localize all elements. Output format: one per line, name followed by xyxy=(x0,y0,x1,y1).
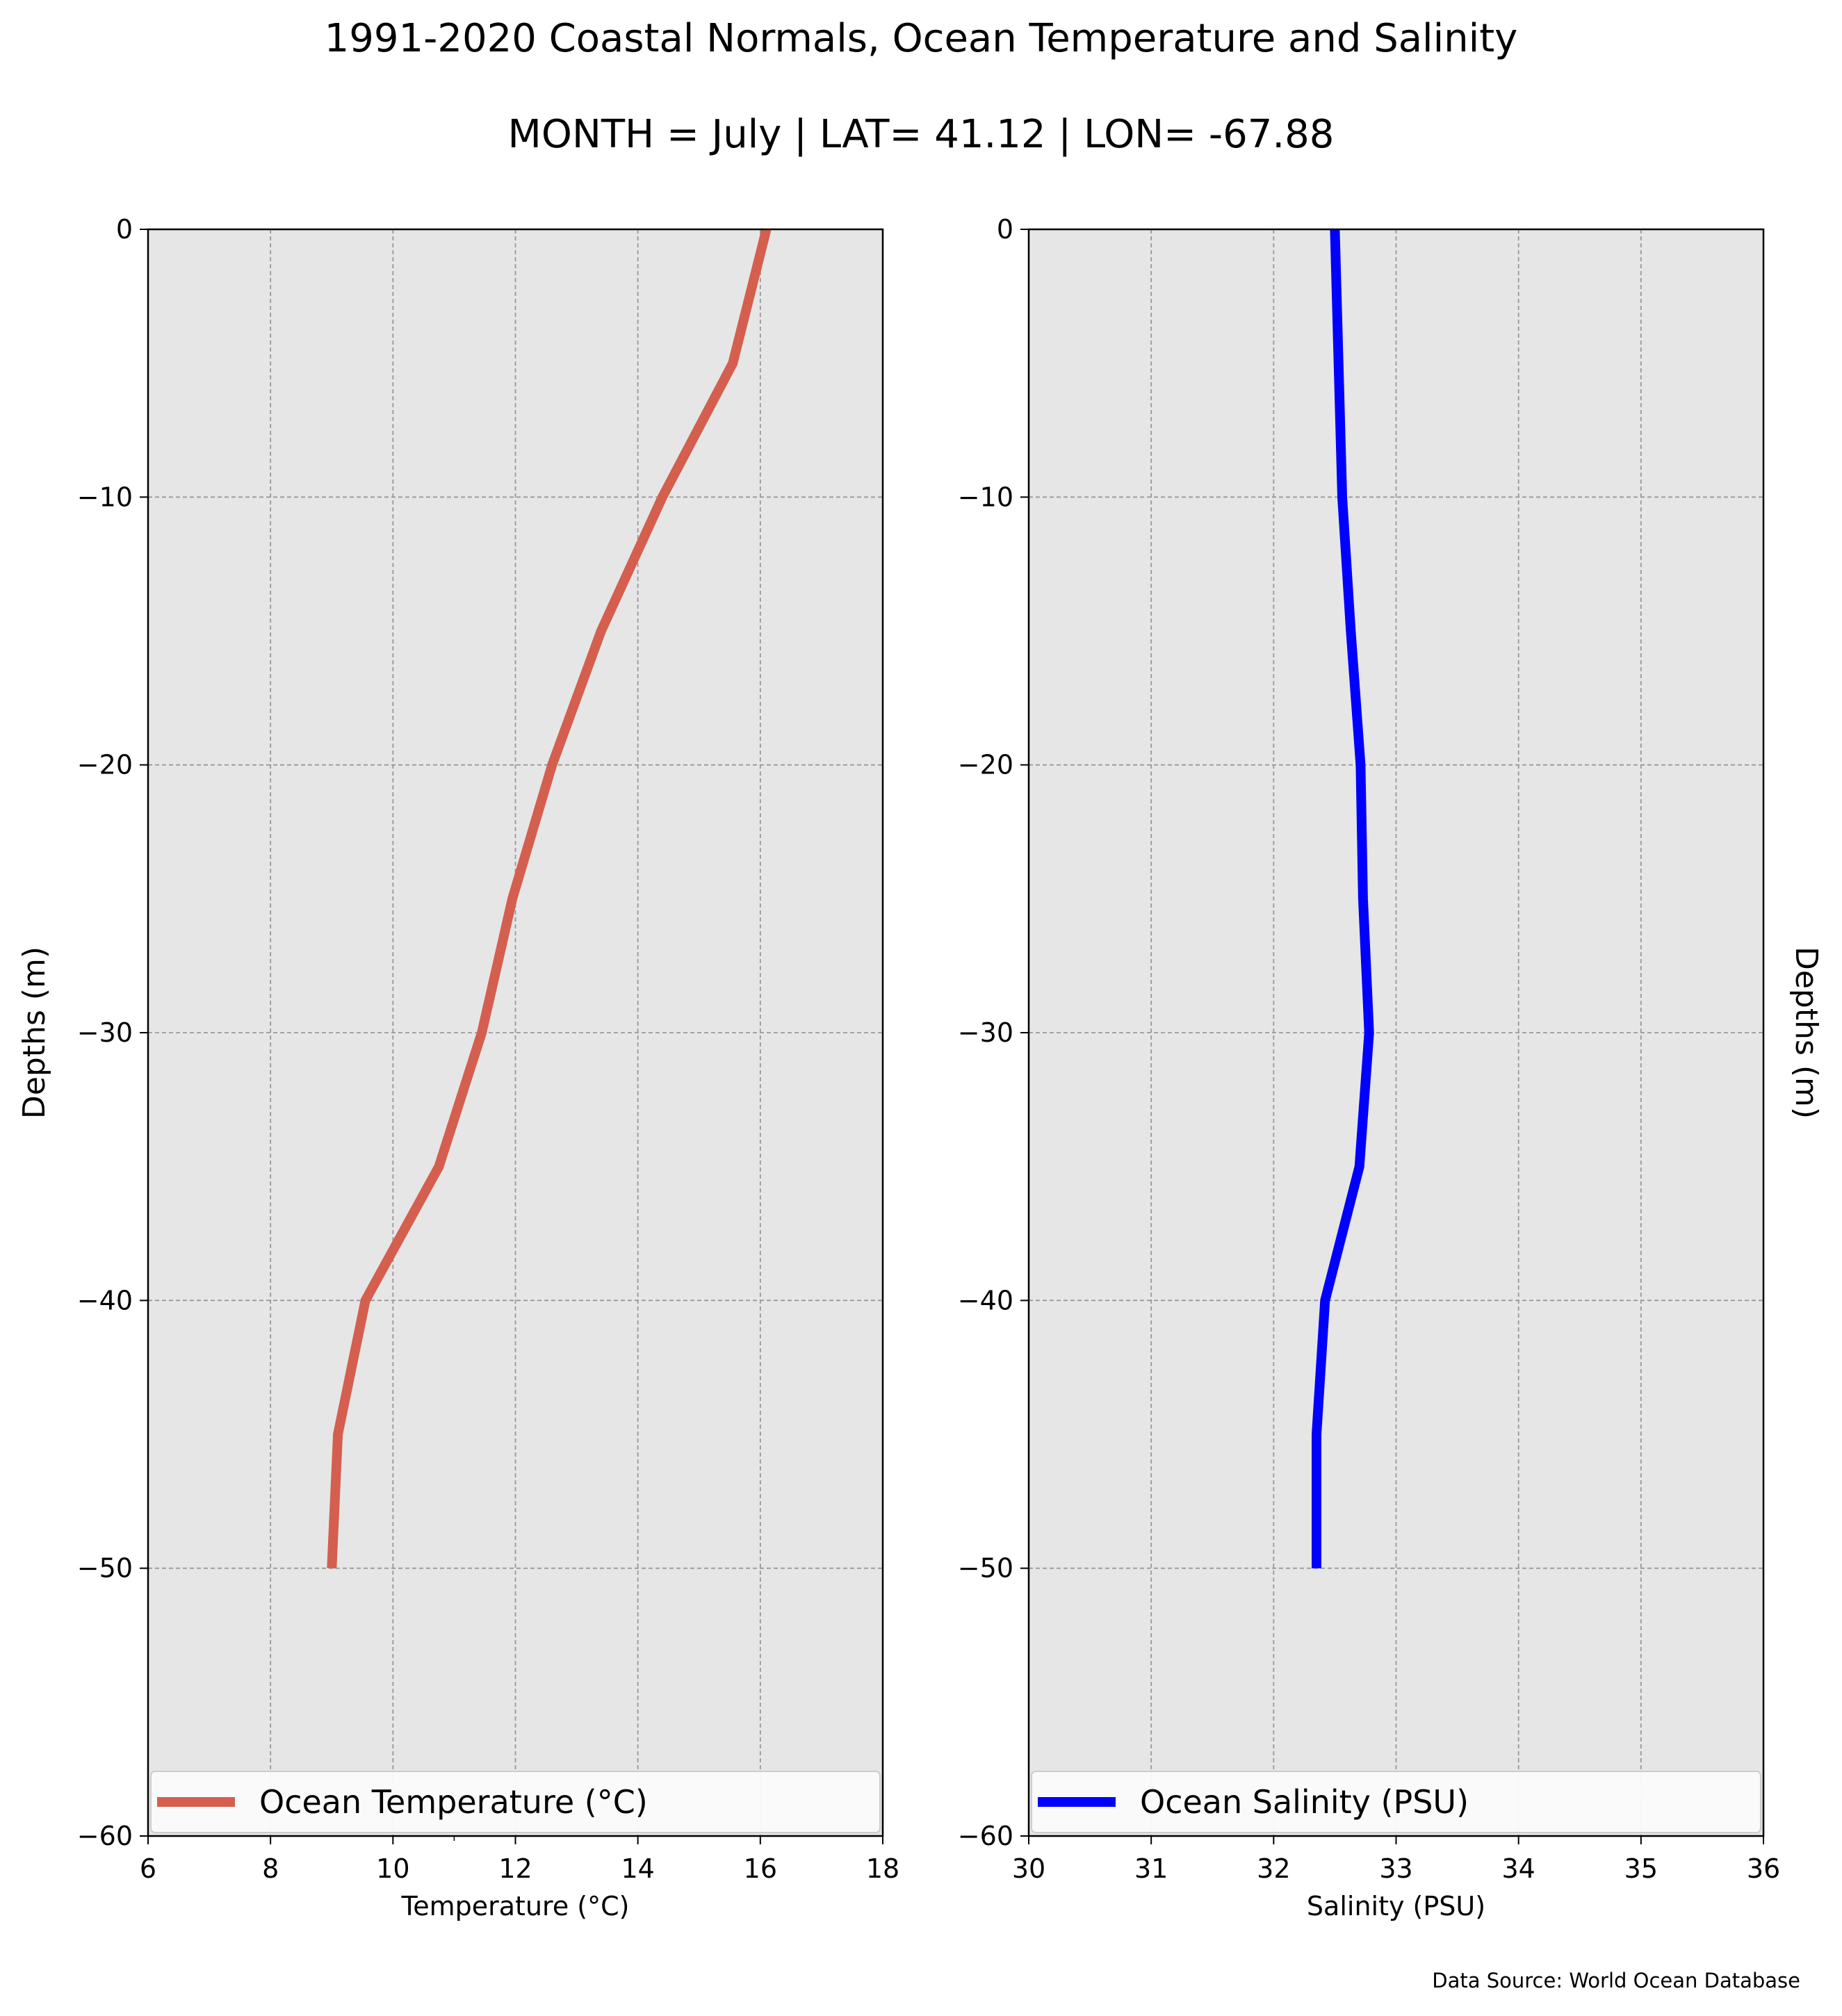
y-tick-label: −10 xyxy=(77,482,133,512)
x-tick-label: 18 xyxy=(866,1853,899,1884)
x-axis-label: Temperature (°C) xyxy=(401,1891,630,1921)
legend: Ocean Salinity (PSU) xyxy=(1031,1771,1761,1833)
y-tick-label: −20 xyxy=(77,750,133,780)
y-tick-label: 0 xyxy=(997,214,1013,245)
plot-frame xyxy=(147,228,884,1837)
x-tick-label: 31 xyxy=(1134,1853,1168,1884)
y-tick-label: −50 xyxy=(77,1553,133,1584)
y-tick-label: −40 xyxy=(958,1285,1013,1316)
x-tick-label: 12 xyxy=(498,1853,532,1884)
data-source-note: Data Source: World Ocean Database xyxy=(1432,1969,1800,1992)
x-tick-label: 14 xyxy=(621,1853,654,1884)
x-tick-label: 16 xyxy=(744,1853,777,1884)
y-tick-label: −60 xyxy=(77,1821,133,1851)
x-tick-label: 33 xyxy=(1379,1853,1412,1884)
x-tick-label: 30 xyxy=(1012,1853,1045,1884)
y-tick-label: −50 xyxy=(958,1553,1013,1584)
y-tick-label: −30 xyxy=(77,1017,133,1048)
y-tick-label: −30 xyxy=(958,1017,1013,1048)
y-tick-label: −60 xyxy=(958,1821,1013,1851)
chart-subtitle: MONTH = July | LAT= 41.12 | LON= -67.88 xyxy=(508,112,1335,157)
series-line xyxy=(1312,229,1374,1568)
plot-frame xyxy=(1027,228,1765,1837)
x-tick-label: 35 xyxy=(1624,1853,1658,1884)
legend-box xyxy=(150,1771,881,1833)
y-tick-label: −10 xyxy=(958,482,1013,512)
legend: Ocean Temperature (°C) xyxy=(150,1771,881,1833)
x-tick-label: 6 xyxy=(140,1853,156,1884)
x-tick-label: 32 xyxy=(1257,1853,1290,1884)
x-tick-label: 36 xyxy=(1747,1853,1780,1884)
series-line xyxy=(327,228,772,1569)
x-tick-label: 8 xyxy=(262,1853,279,1884)
x-tick-label: 34 xyxy=(1501,1853,1535,1884)
y-tick-label: −20 xyxy=(958,750,1013,780)
legend-label: Ocean Salinity (PSU) xyxy=(1140,1783,1469,1821)
y-axis-label: Depths (m) xyxy=(17,946,52,1119)
temperature-panel: 6 8 10 12 14 16 18 0 −10 −20 −30 −40 −50 −60 Ocean Tem… xyxy=(17,214,899,1921)
y-tick-label: 0 xyxy=(116,214,133,245)
x-axis-label: Salinity (PSU) xyxy=(1307,1891,1485,1921)
salinity-panel: 30 31 32 33 34 35 36 0 −10 −20 −30 −40 −50 −60 Ocean S… xyxy=(958,214,1824,1921)
y-tick-label: −40 xyxy=(77,1285,133,1316)
y-axis-label: Depths (m) xyxy=(1788,946,1824,1119)
legend-label: Ocean Temperature (°C) xyxy=(259,1783,648,1821)
chart-title: 1991-2020 Coastal Normals, Ocean Tempera… xyxy=(325,16,1518,61)
x-tick-label: 10 xyxy=(376,1853,409,1884)
legend-box xyxy=(1031,1771,1761,1833)
